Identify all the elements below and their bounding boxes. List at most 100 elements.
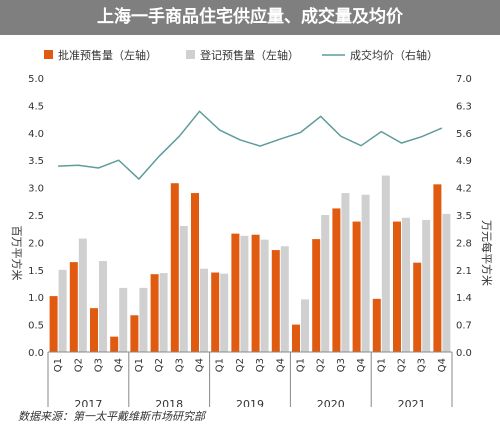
x-tick-label: Q3 — [255, 358, 266, 372]
y-left-tick-label: 0.5 — [28, 321, 44, 332]
bar-approved — [191, 193, 199, 352]
y-right-ticks: 0.0 0.7 1.4 2.1 2.8 3.5 4.2 4.9 5.6 6.3 7.0 — [456, 74, 472, 359]
bar-approved — [231, 233, 240, 352]
bar-approved — [292, 324, 300, 352]
bar-registered — [381, 175, 390, 352]
bar-approved — [69, 262, 78, 352]
y-left-tick-label: 0.0 — [28, 348, 44, 359]
x-tick-label: Q3 — [174, 358, 185, 372]
legend: 批准预售量（左轴） 登记预售量（左轴） 成交均价（右轴） — [44, 48, 438, 62]
price-line — [58, 110, 443, 181]
bar-registered — [280, 246, 289, 352]
chart-title: 上海一手商品住宅供应量、成交量及均价 — [0, 0, 500, 35]
y-left-tick-label: 1.0 — [28, 293, 44, 304]
x-tick-label: Q4 — [356, 358, 367, 372]
bar-approved — [352, 221, 361, 352]
bar-registered — [139, 287, 148, 352]
legend-swatch-registered — [186, 50, 195, 59]
y-left-tick-label: 4.5 — [28, 101, 44, 112]
bar-approved — [251, 234, 260, 352]
year-label: 2021 — [398, 398, 426, 407]
bar-registered — [422, 219, 431, 352]
bar-approved — [413, 262, 422, 352]
bar-approved — [211, 272, 220, 352]
legend-label-price: 成交均价（右轴） — [350, 48, 438, 62]
bar-approved — [332, 208, 341, 352]
y-right-tick-label: 3.5 — [456, 211, 472, 222]
y-right-tick-label: 2.1 — [456, 266, 472, 277]
y-left-tick-label: 2.0 — [28, 238, 44, 249]
x-tick-label: Q1 — [376, 358, 387, 372]
bar-approved — [393, 221, 401, 352]
y-right-tick-label: 0.7 — [456, 321, 472, 332]
y-right-tick-label: 5.6 — [456, 129, 472, 140]
x-tick-label: Q4 — [195, 358, 206, 372]
bar-registered — [260, 239, 269, 352]
y-right-tick-label: 7.0 — [456, 74, 472, 85]
bar-approved — [170, 183, 179, 352]
x-tick-label: Q3 — [417, 358, 428, 372]
year-label: 2020 — [317, 398, 345, 407]
y-right-tick-label: 1.4 — [456, 293, 472, 304]
x-tick-label: Q1 — [215, 358, 226, 372]
source-note: 数据来源：第一太平戴维斯市场研究部 — [18, 410, 205, 423]
bar-registered — [220, 273, 229, 352]
bar-registered — [361, 194, 370, 352]
x-tick-label: Q1 — [134, 358, 145, 372]
x-tick-label: Q4 — [114, 358, 125, 372]
x-tick-label: Q4 — [437, 358, 448, 372]
bar-registered — [321, 215, 330, 352]
bar-registered — [99, 261, 107, 352]
x-tick-label: Q4 — [275, 358, 286, 372]
y-right-tick-label: 4.9 — [456, 156, 472, 167]
year-label: 2019 — [236, 398, 264, 407]
y-left-tick-label: 5.0 — [28, 74, 44, 85]
legend-label-registered: 登记预售量（左轴） — [200, 48, 299, 62]
x-tick-label: Q2 — [316, 358, 327, 372]
y-left-tick-label: 3.5 — [28, 156, 44, 167]
year-labels: 2017 2018 2019 2020 2021 — [47, 352, 453, 407]
bar-approved — [271, 250, 280, 352]
y-right-tick-label: 0.0 — [456, 348, 472, 359]
x-tick-label: Q3 — [336, 358, 347, 372]
y-right-tick-label: 4.2 — [456, 184, 472, 195]
x-tick-label: Q2 — [397, 358, 408, 372]
bar-approved — [312, 239, 321, 352]
legend-swatch-approved — [44, 50, 53, 59]
bar-registered — [442, 213, 451, 352]
bars — [49, 175, 451, 352]
bar-approved — [49, 296, 58, 352]
year-label: 2018 — [155, 398, 183, 407]
x-tick-label: Q2 — [154, 358, 165, 372]
y-left-tick-label: 1.5 — [28, 266, 44, 277]
bar-registered — [200, 268, 208, 352]
y-right-tick-label: 6.3 — [456, 101, 472, 112]
bar-registered — [58, 269, 67, 352]
y-left-tick-label: 4.0 — [28, 129, 44, 140]
x-ticks: Q1 Q2 Q3 Q4 Q1 Q2 Q3 Q4 Q1 Q2 Q3 Q4 Q1 Q2 Q3 Q4 Q1 Q2 Q3 Q4 — [53, 358, 448, 372]
price-series-line — [58, 110, 443, 181]
y-left-tick-label: 3.0 — [28, 184, 44, 195]
legend-label-approved: 批准预售量（左轴） — [58, 48, 157, 62]
y-right-tick-label: 2.8 — [456, 238, 472, 249]
bar-registered — [240, 235, 249, 352]
bar-approved — [90, 308, 98, 352]
bar-registered — [179, 225, 188, 352]
bar-approved — [150, 274, 159, 352]
x-tick-label: Q1 — [296, 358, 307, 372]
bar-registered — [301, 299, 309, 352]
y-left-tick-label: 2.5 — [28, 211, 44, 222]
x-tick-label: Q1 — [53, 358, 64, 372]
year-label: 2017 — [74, 398, 102, 407]
y-left-ticks: 0.0 0.5 1.0 1.5 2.0 2.5 3.0 3.5 4.0 4.5 5.0 — [28, 74, 44, 359]
bar-registered — [341, 193, 350, 352]
bar-registered — [159, 273, 168, 352]
bar-registered — [119, 287, 128, 352]
chart-area: 批准预售量（左轴） 登记预售量（左轴） 成交均价（右轴） 百万平方米 万元每平方… — [10, 48, 494, 407]
y-right-axis-title: 万元每平方米 — [480, 220, 494, 286]
x-tick-label: Q2 — [235, 358, 246, 372]
x-tick-label: Q2 — [73, 358, 84, 372]
bar-registered — [402, 217, 410, 352]
bar-approved — [433, 184, 442, 352]
bar-approved — [110, 336, 119, 352]
